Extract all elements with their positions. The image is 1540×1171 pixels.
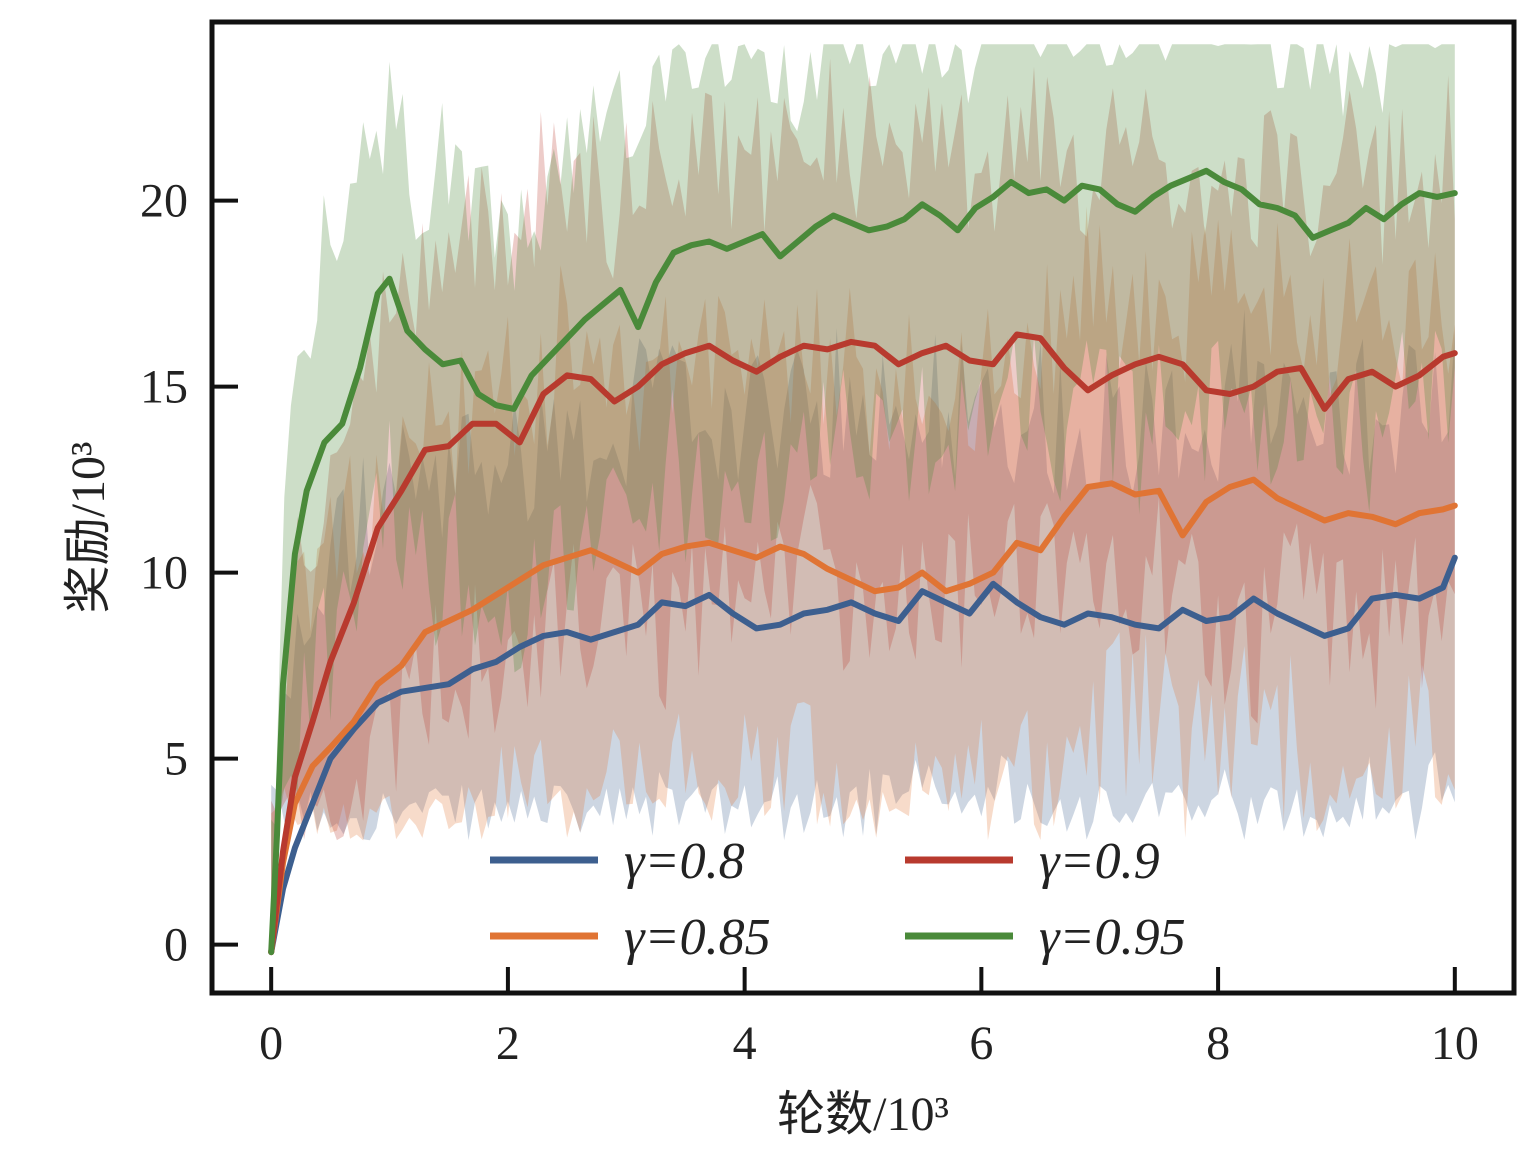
x-tick-label: 10 [1431,1017,1479,1070]
y-tick-label: 5 [164,733,188,786]
series-line [268,554,1458,956]
y-tick-label: 15 [140,361,188,414]
y-tick-label: 20 [140,175,188,228]
y-tick-label: 0 [164,919,188,972]
variance-band [271,44,1455,953]
variance-band [271,58,1455,953]
y-tick-label: 10 [140,547,188,600]
x-tick-label: 8 [1206,1017,1230,1070]
legend-label: γ=0.85 [624,909,771,966]
axis-ticks: 0 2 4 6 8 10 0 5 10 15 20 [140,175,1479,1070]
legend-label: γ=0.9 [1039,833,1160,890]
legend: γ=0.8 γ=0.85 γ=0.9 γ=0.95 [490,833,1186,966]
x-tick-label: 6 [969,1017,993,1070]
x-tick-label: 4 [733,1017,757,1070]
series-line [268,167,1458,956]
legend-label: γ=0.95 [1039,909,1186,966]
series-line [268,476,1458,956]
plot-frame [209,19,1517,996]
variance-band [271,206,1455,953]
variance-band [271,309,1455,953]
x-tick-label: 0 [259,1017,283,1070]
y-axis-label: 奖励/10³ [62,442,115,614]
series-line [268,331,1458,956]
x-tick-label: 2 [496,1017,520,1070]
legend-label: γ=0.8 [624,833,745,890]
variance-bands [271,44,1455,953]
x-axis-label: 轮数/10³ [777,1088,949,1141]
series-lines [268,167,1458,956]
